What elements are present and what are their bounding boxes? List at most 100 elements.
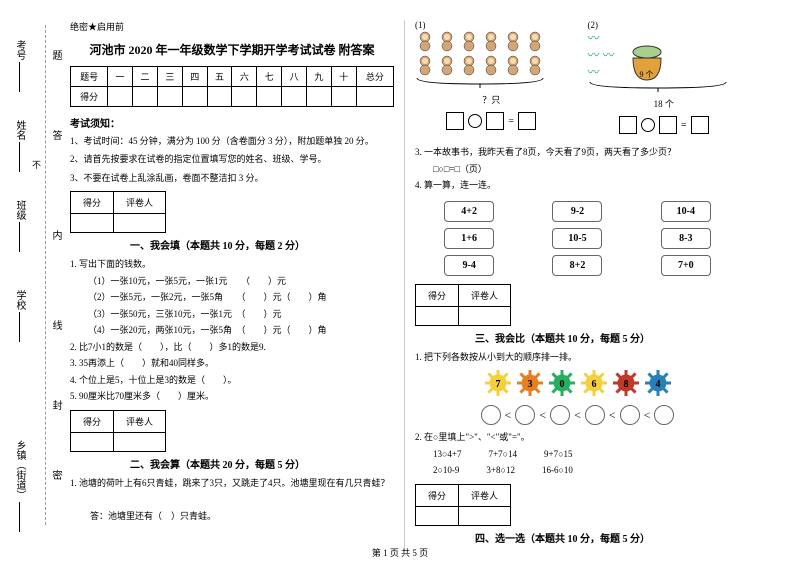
monkey-icon xyxy=(459,30,479,52)
scorer-box-3: 得分评卷人 xyxy=(415,284,511,326)
blank-box[interactable] xyxy=(518,112,536,130)
marker-nei: 内 xyxy=(48,230,63,240)
sun-row: 7 3 0 6 8 4 xyxy=(415,370,740,399)
section-4-title: 四、选一选（本题共 10 分，每题 5 分） xyxy=(415,530,740,545)
calc-box: 1+6 xyxy=(444,228,494,249)
s3-q2-1: 13○4+7 7+7○14 9+7○15 xyxy=(415,448,740,462)
side-name: 姓名 xyxy=(12,120,27,172)
scorer-box-4: 得分评卷人 xyxy=(415,484,511,526)
brace1-text: ？只 xyxy=(415,93,568,106)
blank-box[interactable] xyxy=(691,116,709,134)
monkey-icon xyxy=(481,30,501,52)
monkey-icon xyxy=(437,30,457,52)
gear-icon[interactable] xyxy=(481,405,501,425)
figure-1: (1) ？只 xyxy=(415,20,568,140)
side-examno: 考号 xyxy=(12,40,27,92)
monkey-icon xyxy=(503,54,523,76)
gear-icon[interactable] xyxy=(515,405,535,425)
figure-2: (2) 〰 〰 〰 〰 9 个 xyxy=(588,20,741,140)
blank-box[interactable] xyxy=(446,112,464,130)
brace-icon xyxy=(415,76,545,88)
monkey-icon xyxy=(415,54,435,76)
q3: 3. 35再添上（ ）就和40同样多。 xyxy=(70,357,394,371)
scorer-box-1: 得分评卷人 xyxy=(70,191,166,233)
calc-box: 9-4 xyxy=(444,255,494,276)
svg-text:6: 6 xyxy=(591,379,596,390)
calc-box: 8+2 xyxy=(552,255,602,276)
notice-head: 考试须知： xyxy=(70,115,394,130)
calc-box: 10-5 xyxy=(552,228,602,249)
sun-icon: 6 xyxy=(581,370,607,396)
notice-1: 1、考试时间：45 分钟，满分为 100 分（含卷面分 3 分），附加题单独 2… xyxy=(70,134,394,148)
fold-line xyxy=(45,25,46,525)
monkey-icon xyxy=(525,30,545,52)
calc-box: 10-4 xyxy=(661,201,711,222)
op-circle[interactable] xyxy=(468,114,482,128)
marker-mi: 密 xyxy=(48,470,63,480)
blank-box[interactable] xyxy=(486,112,504,130)
monkey-icon xyxy=(437,54,457,76)
equation-2: = xyxy=(588,116,741,134)
marker-xian: 线 xyxy=(48,320,63,330)
monkey-icon xyxy=(459,54,479,76)
q1: 1. 写出下面的钱数。 xyxy=(70,258,394,272)
equation-1: = xyxy=(415,112,568,130)
gear-icon[interactable] xyxy=(585,405,605,425)
wave-group: 〰 〰 〰 〰 xyxy=(588,29,615,80)
svg-text:3: 3 xyxy=(527,379,532,390)
marker-da: 答 xyxy=(48,130,63,140)
calc-box: 9-2 xyxy=(552,201,602,222)
secret-label: 绝密★启用前 xyxy=(70,20,394,33)
fig1-label: (1) xyxy=(415,20,568,30)
calc-grid: 4+2 1+6 9-4 9-2 10-5 8+2 10-4 8-3 7+0 xyxy=(415,201,740,276)
marker-bu: 不 xyxy=(30,160,43,169)
left-column: 绝密★启用前 河池市 2020 年一年级数学下学期开学考试试卷 附答案 题号一二… xyxy=(60,20,405,551)
monkey-icon xyxy=(415,30,435,52)
s2-q1: 1. 池塘的荷叶上有6只青蛙，跳来了3只，又跳走了4只。池塘里现在有几只青蛙？ xyxy=(70,477,394,491)
monkey-icon xyxy=(525,54,545,76)
r-q3: 3. 一本故事书，我昨天看了8页，今天看了9页，两天看了多少页？ xyxy=(415,146,740,160)
sun-icon: 3 xyxy=(517,370,543,396)
side-town: 乡镇（街道） xyxy=(12,440,27,532)
s2-ans: 答：池塘里还有（ ）只青蛙。 xyxy=(70,510,394,524)
op-circle[interactable] xyxy=(641,118,655,132)
monkey-group xyxy=(415,30,545,76)
svg-text:7: 7 xyxy=(495,379,500,390)
sun-icon: 8 xyxy=(613,370,639,396)
gear-icon[interactable] xyxy=(550,405,570,425)
marker-feng: 封 xyxy=(48,400,63,410)
table-row: 得分 xyxy=(71,87,394,107)
q1-4: （4）一张20元，两张10元，一张5角 （ ）元（ ）角 xyxy=(70,324,394,338)
calc-box: 7+0 xyxy=(661,255,711,276)
q4: 4. 个位上是5，十位上是3的数是（ ）。 xyxy=(70,374,394,388)
calc-box: 8-3 xyxy=(661,228,711,249)
q1-3: （3）一张50元，三张10元，一张1元 （ ）元 xyxy=(70,308,394,322)
exam-title: 河池市 2020 年一年级数学下学期开学考试试卷 附答案 xyxy=(70,41,394,58)
r-q3-box: □○□=□（页） xyxy=(415,163,740,177)
q5: 5. 90厘米比70厘米多（ ）厘米。 xyxy=(70,390,394,404)
wave-icon: 〰 〰 xyxy=(588,46,615,63)
s3-q2-2: 2○10-9 3+8○12 16-6○10 xyxy=(415,464,740,478)
s3-q1: 1. 把下列各数按从小到大的顺序排一排。 xyxy=(415,351,740,365)
q1-1: （1）一张10元，一张5元，一张1元 （ ）元 xyxy=(70,275,394,289)
scorer-box-2: 得分评卷人 xyxy=(70,410,166,452)
monkey-icon xyxy=(481,54,501,76)
monkey-icon xyxy=(503,30,523,52)
sun-icon: 0 xyxy=(549,370,575,396)
table-row: 题号一二三四五六七八九十总分 xyxy=(71,67,394,87)
notice-3: 3、不要在试卷上乱涂乱画，卷面不整洁扣 3 分。 xyxy=(70,171,394,185)
gear-icon[interactable] xyxy=(654,405,674,425)
blank-box[interactable] xyxy=(619,116,637,134)
q2: 2. 比7小1的数是（ ），比（ ）多1的数是9. xyxy=(70,341,394,355)
sun-icon: 4 xyxy=(645,370,671,396)
svg-text:8: 8 xyxy=(623,379,628,390)
q1-2: （2）一张5元，一张2元，一张5角 （ ）元（ ）角 xyxy=(70,291,394,305)
gear-icon[interactable] xyxy=(620,405,640,425)
calc-box: 4+2 xyxy=(444,201,494,222)
blank-box[interactable] xyxy=(659,116,677,134)
side-class: 班级 xyxy=(12,200,27,252)
page-footer: 第 1 页 共 5 页 xyxy=(0,546,800,559)
figure-row: (1) ？只 xyxy=(415,20,740,140)
side-school: 学校 xyxy=(12,290,27,342)
svg-text:0: 0 xyxy=(559,379,564,390)
